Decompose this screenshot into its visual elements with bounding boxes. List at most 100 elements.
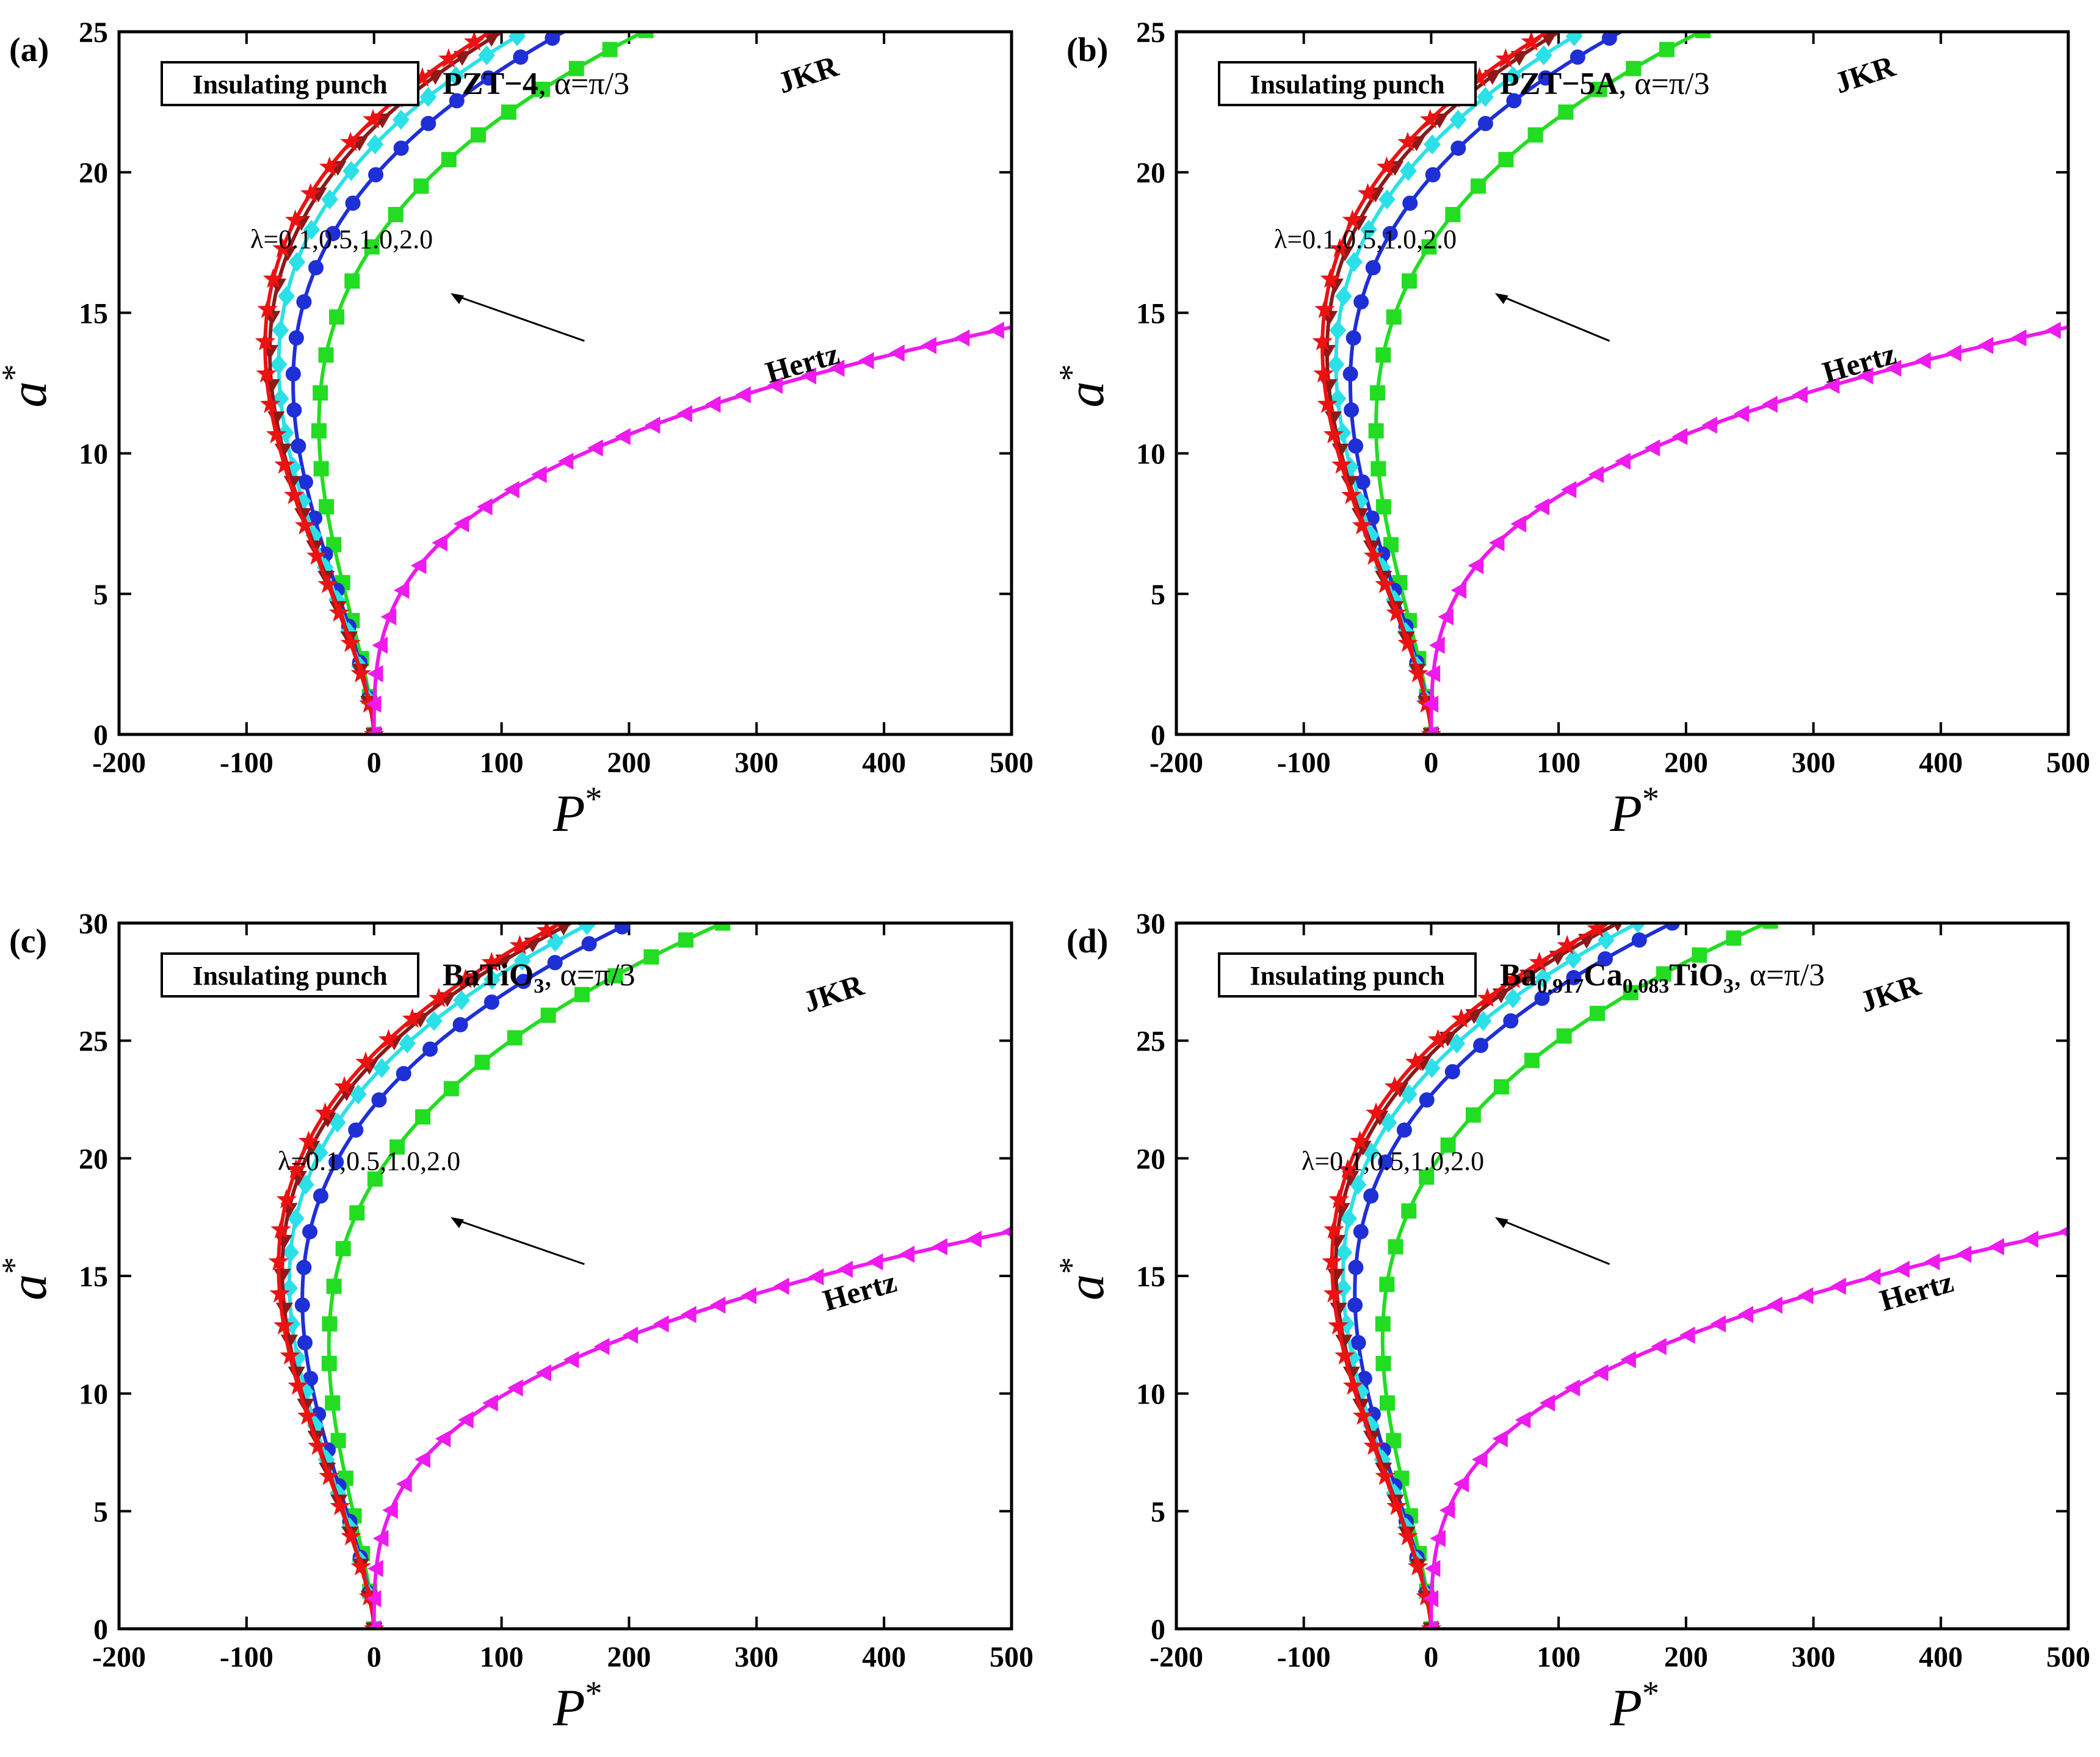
series-marker-λ=0.1 <box>1623 985 1638 1001</box>
series-marker-Hertz <box>1472 1451 1488 1468</box>
series-marker-JKR <box>1334 1345 1355 1365</box>
series-marker-λ=0.5 <box>396 1066 411 1082</box>
series-marker-λ=1.0 <box>1535 968 1552 988</box>
insulating-punch-box <box>1218 952 1477 998</box>
series-marker-Hertz <box>735 386 751 404</box>
series-marker-λ=0.1 <box>344 273 360 289</box>
series-marker-λ=0.5 <box>1396 1122 1412 1138</box>
series-marker-Hertz <box>1424 1560 1441 1578</box>
lambda-arrow-head <box>451 1217 465 1228</box>
series-line-λ=2.0 <box>268 32 506 734</box>
series-marker-Hertz <box>396 1475 412 1493</box>
series-marker-JKR <box>328 602 350 622</box>
series-marker-JKR <box>1503 968 1524 988</box>
series-marker-Hertz <box>2045 322 2061 339</box>
series-marker-Hertz <box>867 1253 883 1270</box>
series-marker-Hertz <box>1560 481 1577 499</box>
series-marker-Hertz <box>1492 1430 1508 1447</box>
series-marker-JKR <box>429 987 449 1007</box>
series-marker-λ=0.5 <box>516 974 532 990</box>
series-marker-λ=0.1 <box>311 423 327 439</box>
series-marker-λ=0.1 <box>415 1109 431 1125</box>
y-tick-label: 20 <box>79 157 108 189</box>
series-line-λ=1.0 <box>1334 32 1585 734</box>
material-subscript: 3 <box>534 975 544 998</box>
material-part: Ca <box>1584 958 1623 993</box>
series-marker-λ=0.1 <box>1375 1316 1391 1332</box>
series-marker-Hertz <box>1564 1379 1580 1397</box>
series-marker-Hertz <box>1644 439 1660 457</box>
series-marker-Hertz <box>1894 1261 1910 1278</box>
series-marker-λ=0.5 <box>286 402 302 418</box>
series-marker-λ=0.1 <box>1692 947 1707 963</box>
series-marker-JKR <box>255 331 276 350</box>
series-marker-λ=0.1 <box>1368 423 1384 439</box>
series-marker-λ=0.1 <box>678 932 694 948</box>
series-marker-λ=0.1 <box>540 1007 556 1023</box>
series-marker-JKR <box>306 545 327 565</box>
series-marker-λ=1.0 <box>278 286 295 306</box>
series-marker-λ=0.5 <box>1419 1092 1435 1108</box>
series-marker-Hertz <box>382 1501 398 1519</box>
series-marker-Hertz <box>808 1268 824 1286</box>
y-tick-label: 15 <box>79 297 108 330</box>
series-marker-Hertz <box>1430 1529 1446 1548</box>
series-marker-λ=0.5 <box>1570 49 1585 65</box>
insulating-punch-box <box>161 61 419 106</box>
series-marker-JKR <box>1341 484 1362 504</box>
x-tick-label: 100 <box>1537 1641 1580 1673</box>
series-line-Hertz <box>1429 1230 2068 1629</box>
series-marker-Hertz <box>966 1230 982 1248</box>
series-marker-λ=0.5 <box>547 955 563 971</box>
series-marker-Hertz <box>988 322 1004 339</box>
series-marker-λ=0.5 <box>513 49 529 65</box>
series-marker-λ=0.1 <box>1524 1052 1540 1068</box>
series-marker-Hertz <box>1593 1364 1609 1382</box>
series-marker-Hertz <box>372 1529 389 1548</box>
series-marker-λ=1.0 <box>1449 109 1467 130</box>
series-line-λ=1.0 <box>277 32 529 734</box>
series-marker-Hertz <box>1955 1245 1972 1263</box>
x-tick-label: 500 <box>2046 747 2090 779</box>
series-marker-λ=1.0 <box>453 990 470 1010</box>
series-marker-Hertz <box>365 725 382 734</box>
series-marker-λ=1.0 <box>1329 320 1347 341</box>
series-marker-λ=0.1 <box>1591 81 1607 97</box>
x-tick-label: 300 <box>1792 747 1836 779</box>
plot-frame <box>1175 30 2070 736</box>
series-marker-λ=0.5 <box>368 167 384 183</box>
series-marker-Hertz <box>435 1430 451 1447</box>
series-marker-Hertz <box>1422 1590 1439 1607</box>
series-marker-λ=0.5 <box>1353 1224 1369 1240</box>
lambda-annotation: λ=0.1,0.5,1.0,2.0 <box>278 1147 460 1176</box>
jkr-label: JKR <box>1830 48 1899 100</box>
x-tick-label: -100 <box>220 1641 273 1673</box>
series-marker-Hertz <box>1886 360 1902 377</box>
series-marker-JKR <box>402 1008 423 1028</box>
series-marker-λ=0.1 <box>1375 1355 1391 1371</box>
material-name: PZT−4 <box>443 67 538 101</box>
series-marker-JKR <box>1352 1405 1374 1426</box>
series-marker-JKR <box>1529 952 1550 972</box>
series-marker-λ=0.1 <box>335 1241 351 1256</box>
series-marker-JKR <box>307 1435 328 1455</box>
series-marker-Hertz <box>393 581 410 599</box>
panel-label: (b) <box>1066 31 1108 69</box>
series-marker-Hertz <box>1450 581 1467 599</box>
series-marker-JKR <box>314 1102 336 1122</box>
series-marker-Hertz <box>1620 1351 1636 1369</box>
series-marker-JKR <box>1323 1219 1344 1239</box>
series-marker-Hertz <box>828 360 845 377</box>
series-marker-JKR <box>1427 1029 1449 1049</box>
series-marker-λ=1.0 <box>342 161 360 181</box>
series-marker-λ=0.1 <box>1386 309 1402 325</box>
series-marker-λ=0.5 <box>285 366 301 382</box>
x-axis-title: P* <box>1610 780 1660 842</box>
series-marker-λ=1.0 <box>1448 1033 1466 1054</box>
series-marker-λ=0.1 <box>501 104 516 120</box>
series-marker-Hertz <box>921 336 937 354</box>
series-marker-λ=0.5 <box>1382 226 1398 242</box>
series-marker-λ=0.1 <box>1379 1277 1395 1292</box>
series-marker-Hertz <box>954 329 970 347</box>
series-marker-Hertz <box>531 466 547 484</box>
